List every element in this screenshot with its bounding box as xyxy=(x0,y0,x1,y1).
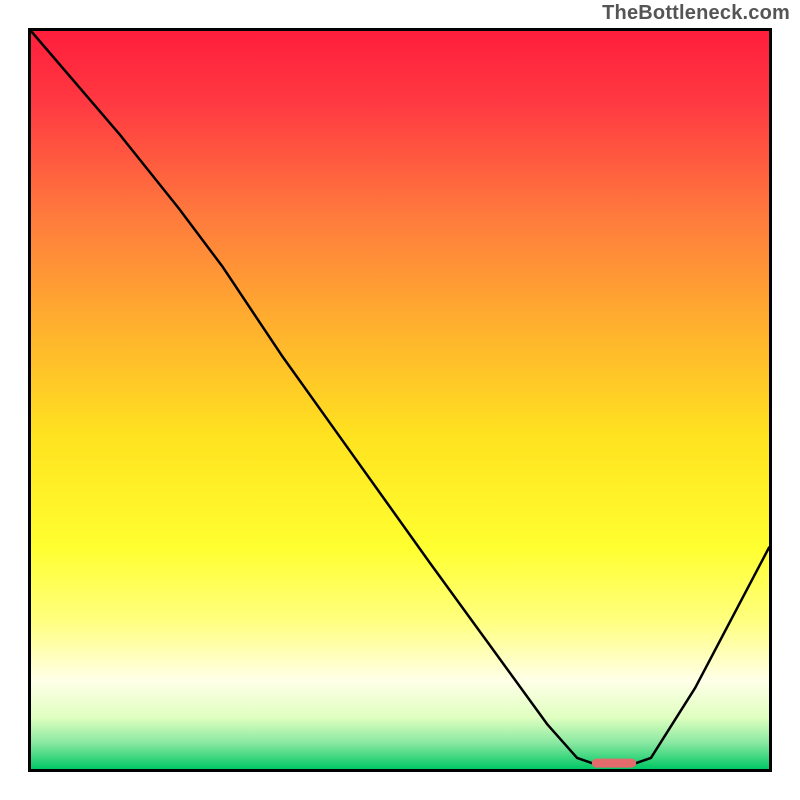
plot-background xyxy=(31,31,769,769)
optimal-marker xyxy=(592,759,636,768)
watermark-text: TheBottleneck.com xyxy=(602,2,790,25)
plot-area xyxy=(31,31,769,769)
chart-container: TheBottleneck.com xyxy=(0,0,800,800)
